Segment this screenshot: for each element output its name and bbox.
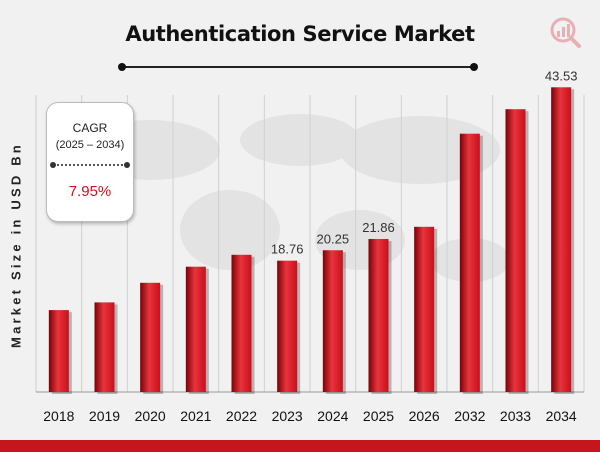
cagr-box: CAGR (2025 – 2034) 7.95% [46,102,134,222]
data-label: 20.25 [317,231,350,246]
x-tick-label: 2026 [409,408,440,424]
bar-2024 [322,250,343,392]
data-label: 18.76 [271,242,304,257]
map-shape-1 [240,114,360,166]
chart-title-wrap: Authentication Service Market [0,22,600,46]
footer-bar [0,440,600,452]
bar-2018 [48,310,69,392]
bar-2025 [368,238,389,392]
x-tick-label: 2018 [43,408,74,424]
brand-logo-icon [550,17,581,48]
cagr-label: CAGR [72,121,108,135]
x-tick-label: 2033 [500,408,531,424]
bar-2020 [140,282,161,392]
bar-2022 [231,254,252,392]
cagr-period: (2025 – 2034) [55,139,125,151]
x-tick-label: 2020 [135,408,166,424]
bar-2033 [505,109,526,392]
cagr-divider [50,162,130,168]
x-tick-label: 2021 [180,408,211,424]
bar-2021 [185,266,206,392]
bar-2034 [551,87,572,392]
map-shape-3 [180,190,280,270]
title-underline [118,63,478,71]
bar-2023 [277,260,298,392]
bar-2026 [414,226,435,392]
x-tick-label: 2025 [363,408,394,424]
chart-title: Authentication Service Market [125,22,475,46]
data-label: 43.53 [545,68,578,83]
data-label: 21.86 [362,220,395,235]
x-tick-label: 2034 [546,408,577,424]
bar-2019 [94,302,115,392]
x-tick-label: 2019 [89,408,120,424]
x-tick-label: 2023 [272,408,303,424]
x-tick-label: 2022 [226,408,257,424]
x-tick-label: 2032 [454,408,485,424]
x-tick-label: 2024 [317,408,348,424]
cagr-value: 7.95% [68,183,112,200]
bar-2032 [459,133,480,392]
